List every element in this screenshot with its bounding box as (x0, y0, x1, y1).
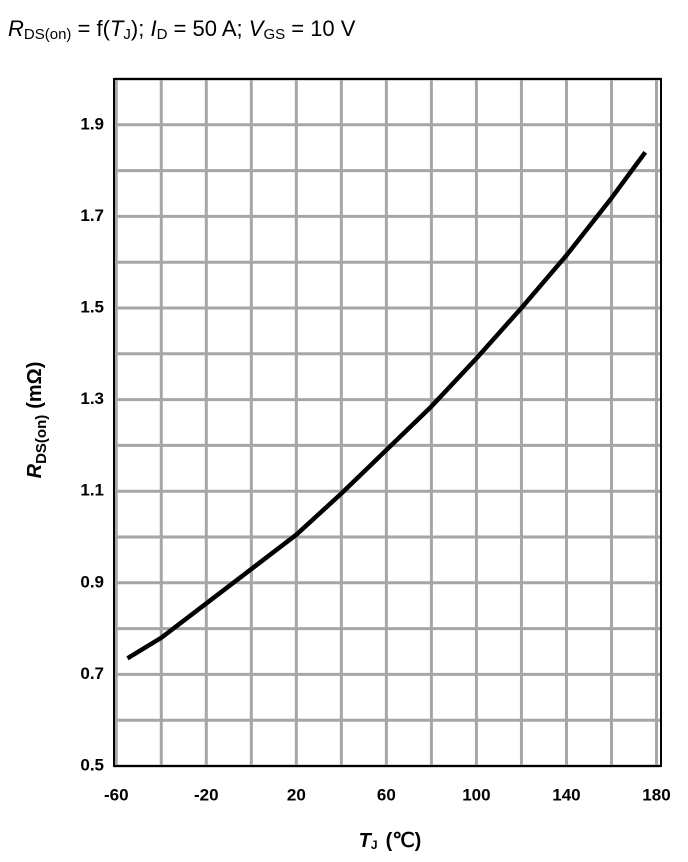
y-tick-label: 1.9 (80, 114, 104, 133)
y-tick-label: 1.5 (80, 297, 104, 316)
chart-title: RDS(on) = f(TJ); ID = 50 A; VGS = 10 V (8, 16, 356, 43)
title-part: = f( (71, 16, 110, 41)
title-part: = 50 A; (167, 16, 248, 41)
title-part: V (249, 16, 266, 41)
title-part: J (123, 26, 131, 43)
y-axis-label: RDS(on) (mΩ) (24, 362, 50, 479)
label-part: J (371, 838, 378, 852)
y-tick-label: 1.3 (80, 389, 104, 408)
title-part: ); (131, 16, 151, 41)
title-part: T (110, 16, 125, 41)
label-part: DS(on) (33, 415, 50, 464)
label-part: R (24, 463, 46, 478)
x-tick-label: -60 (104, 785, 129, 804)
y-tick-label: 0.5 (80, 755, 104, 774)
title-part: R (8, 16, 24, 41)
title-part: D (157, 26, 168, 43)
x-tick-label: -20 (194, 785, 219, 804)
title-part: GS (263, 26, 285, 43)
title-part: DS(on) (24, 26, 72, 43)
y-tick-label: 0.7 (80, 664, 104, 683)
title-part: I (150, 16, 156, 41)
y-tick-label: 0.9 (80, 572, 104, 591)
data-line (126, 150, 648, 661)
plot-frame (113, 78, 662, 767)
x-tick-label: 100 (462, 785, 490, 804)
x-tick-label: 140 (552, 785, 580, 804)
label-part: (mΩ) (24, 362, 46, 409)
x-tick-label: 20 (287, 785, 306, 804)
x-tick-label: 180 (642, 785, 670, 804)
label-part: (℃) (386, 830, 422, 852)
label-part: T (359, 830, 373, 852)
title-part: = 10 V (285, 16, 356, 41)
x-tick-label: 60 (377, 785, 396, 804)
y-tick-label: 1.1 (80, 481, 104, 500)
x-axis-label: TJ (℃) (359, 830, 422, 852)
y-tick-label: 1.7 (80, 206, 104, 225)
